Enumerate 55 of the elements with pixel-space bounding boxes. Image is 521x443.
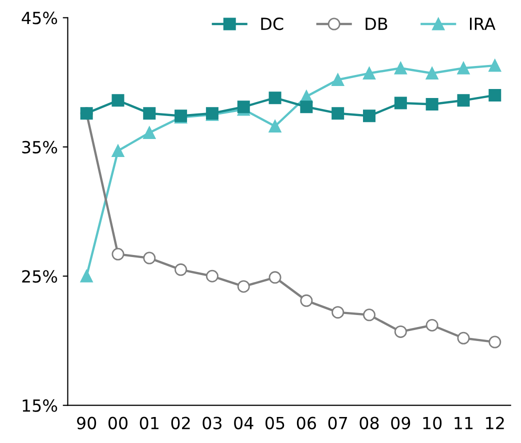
point (457, 332, 470, 344)
y-tick-label: 45% (22, 12, 58, 24)
point (332, 107, 344, 120)
legend-label: DC (261, 18, 284, 30)
point (143, 126, 156, 139)
point (362, 308, 376, 322)
point (206, 270, 218, 282)
point (426, 318, 438, 332)
x-tick-label: 04 (234, 416, 254, 430)
point (332, 306, 344, 319)
point (457, 94, 470, 107)
point (112, 144, 124, 158)
point (394, 62, 407, 74)
x-tick-label: 01 (140, 416, 158, 430)
point (488, 59, 502, 72)
point (488, 336, 502, 348)
point (237, 280, 250, 293)
point (332, 73, 344, 86)
point (80, 270, 93, 282)
x-tick-label: 12 (486, 416, 504, 430)
x-tick-label: 08 (360, 416, 379, 430)
x-tick-label: 10 (423, 416, 442, 430)
legend-label: DB (366, 18, 388, 30)
point (112, 248, 124, 260)
point (488, 88, 502, 102)
x-tick-label: 09 (391, 416, 410, 430)
x-tick-label: 05 (266, 416, 284, 430)
x-tick-label: 11 (454, 416, 473, 430)
point (362, 110, 376, 122)
point (394, 325, 407, 338)
y-tick-label: 35% (22, 140, 58, 154)
point (237, 100, 250, 114)
point (143, 107, 156, 120)
x-tick-label: 90 (77, 416, 96, 430)
point (300, 100, 313, 114)
point (362, 67, 376, 80)
point (300, 294, 313, 307)
point (457, 62, 470, 74)
y-tick-label: 25% (22, 270, 58, 283)
point (268, 92, 282, 104)
x-tick-label: 07 (328, 416, 348, 430)
point (143, 252, 156, 264)
point (426, 67, 438, 80)
point (112, 94, 124, 107)
x-tick-label: 06 (296, 416, 316, 430)
point (394, 96, 407, 110)
x-tick-label: 03 (202, 416, 222, 430)
point (268, 120, 282, 133)
y-tick-label: 15% (22, 399, 58, 412)
x-tick-label: 02 (171, 416, 190, 430)
point (426, 98, 438, 111)
point (174, 263, 188, 276)
x-tick-label: 00 (108, 416, 128, 430)
legend-label: IRA (470, 18, 496, 30)
point (268, 271, 282, 284)
